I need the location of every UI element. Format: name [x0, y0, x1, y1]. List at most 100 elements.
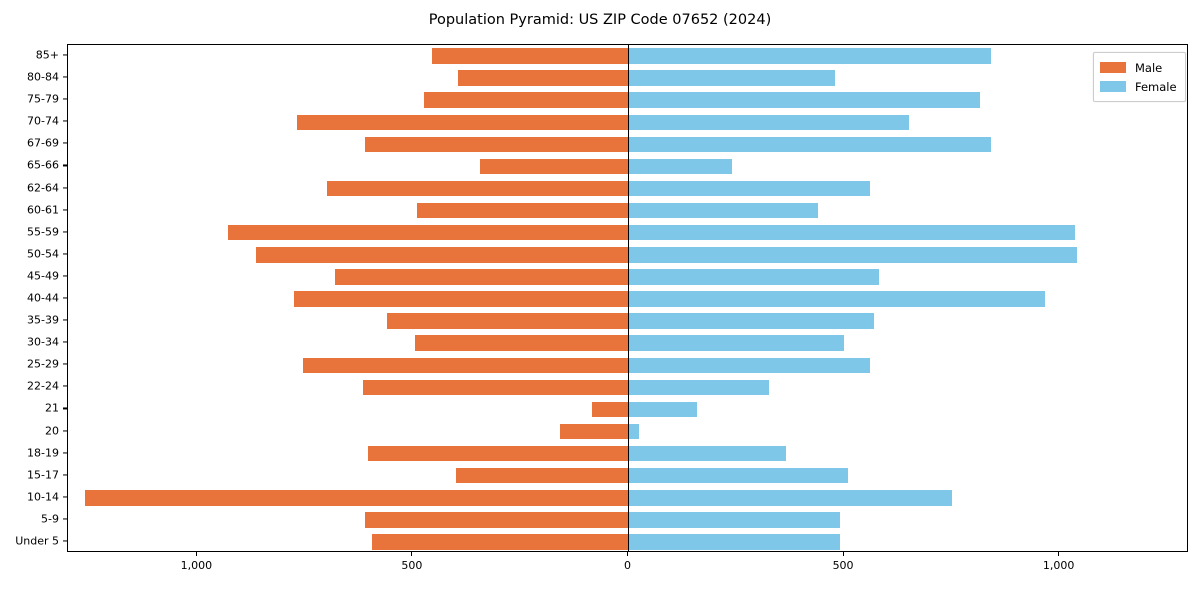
y-axis: 85+ 80-84 75-79 70-74 67-69 65-66 62-64 60-61 55… [0, 44, 67, 552]
y-tick-label: 70-74 [27, 114, 59, 128]
pyramid-row [68, 247, 1187, 263]
y-tick-mark [63, 98, 67, 100]
y-tick-mark [63, 429, 67, 432]
bar-male-5-9 [365, 512, 629, 528]
y-tick-mark [63, 540, 67, 542]
legend-swatch-female [1100, 81, 1126, 92]
legend-swatch-male [1100, 62, 1126, 73]
y-tick-mark [63, 363, 67, 365]
bar-female-40-44 [628, 291, 1045, 307]
legend-item-male: Male [1100, 58, 1177, 77]
pyramid-row [68, 512, 1187, 528]
x-tick-mark [842, 552, 844, 556]
legend: Male Female [1093, 52, 1186, 102]
x-tick-mark [195, 552, 197, 556]
legend-label-male: Male [1135, 60, 1163, 75]
pyramid-row [68, 114, 1187, 131]
pyramid-row [68, 534, 1187, 550]
y-tick-label: 85+ [35, 48, 59, 62]
y-tick-label: 22-24 [27, 379, 59, 393]
y-tick-label: 18-19 [27, 446, 59, 460]
y-tick-mark [63, 297, 67, 299]
x-tick-label: 500 [832, 559, 854, 572]
x-tick-mark [1058, 552, 1060, 556]
y-tick-label: 30-34 [27, 335, 59, 349]
y-tick-mark [63, 496, 67, 498]
bar-male-75-79 [423, 92, 629, 108]
y-tick-label: 15-17 [27, 468, 59, 482]
bar-male-80-84 [458, 70, 629, 86]
y-tick-mark [63, 164, 67, 167]
bar-male-18-19 [367, 445, 629, 462]
y-tick-label: 45-49 [27, 269, 59, 283]
bar-male-under-5 [371, 534, 629, 550]
bar-male-22-24 [363, 379, 629, 396]
bar-male-62-64 [326, 180, 629, 197]
bar-male-65-66 [479, 158, 629, 175]
y-tick-label: 25-29 [27, 357, 59, 371]
bar-female-62-64 [628, 180, 870, 197]
y-tick-mark [63, 474, 67, 476]
x-axis: 1,000 500 0 500 1,000 [67, 552, 1188, 592]
bar-female-20 [628, 423, 640, 440]
y-tick-label: 75-79 [27, 92, 59, 106]
y-tick-label: 65-66 [27, 158, 59, 172]
pyramid-row [68, 291, 1187, 307]
bar-male-20 [559, 423, 629, 440]
bar-female-25-29 [628, 357, 870, 373]
y-tick-mark [63, 209, 67, 211]
pyramid-row [68, 313, 1187, 329]
y-tick-mark [63, 54, 67, 56]
bar-female-50-54 [628, 247, 1077, 263]
bar-female-85- [628, 48, 991, 64]
x-tick-label: 1,000 [180, 559, 213, 572]
y-tick-mark [63, 407, 67, 409]
pyramid-row [68, 467, 1187, 484]
y-tick-label: 67-69 [27, 136, 59, 150]
pyramid-row [68, 335, 1187, 351]
y-tick-mark [63, 385, 67, 387]
bar-male-30-34 [415, 335, 629, 351]
y-tick-label: 5-9 [41, 512, 59, 526]
pyramid-row [68, 445, 1187, 462]
y-tick-mark [63, 231, 67, 233]
bar-female-under-5 [628, 534, 840, 550]
bar-female-22-24 [628, 379, 769, 396]
y-tick-mark [63, 120, 67, 122]
legend-item-female: Female [1100, 77, 1177, 96]
pyramid-row [68, 158, 1187, 175]
pyramid-row [68, 379, 1187, 396]
y-tick-mark [63, 518, 67, 520]
y-tick-label: 55-59 [27, 225, 59, 239]
y-tick-label: 40-44 [27, 291, 59, 305]
bar-female-15-17 [628, 467, 849, 484]
pyramid-row [68, 180, 1187, 197]
y-tick-label: Under 5 [15, 534, 59, 548]
bar-male-85- [432, 48, 629, 64]
legend-label-female: Female [1135, 79, 1177, 94]
bar-female-45-49 [628, 269, 879, 285]
x-tick-mark [411, 552, 413, 556]
y-tick-mark [63, 187, 67, 189]
x-tick-label: 1,000 [1042, 559, 1075, 572]
bars-container [68, 45, 1187, 551]
pyramid-row [68, 225, 1187, 241]
pyramid-row [68, 401, 1187, 418]
y-tick-label: 50-54 [27, 247, 59, 261]
y-tick-mark [63, 341, 67, 343]
bar-male-35-39 [387, 313, 629, 329]
y-tick-label: 10-14 [27, 490, 59, 504]
bar-male-10-14 [85, 490, 629, 506]
x-tick-label: 500 [401, 559, 423, 572]
pyramid-row [68, 423, 1187, 440]
bar-female-67-69 [628, 136, 991, 153]
bar-female-80-84 [628, 70, 836, 86]
y-tick-mark [63, 452, 67, 454]
y-tick-label: 80-84 [27, 70, 59, 84]
bar-female-18-19 [628, 445, 786, 462]
y-tick-label: 35-39 [27, 313, 59, 327]
y-tick-mark [63, 142, 67, 144]
bar-male-55-59 [227, 225, 629, 241]
bar-female-75-79 [628, 92, 980, 108]
